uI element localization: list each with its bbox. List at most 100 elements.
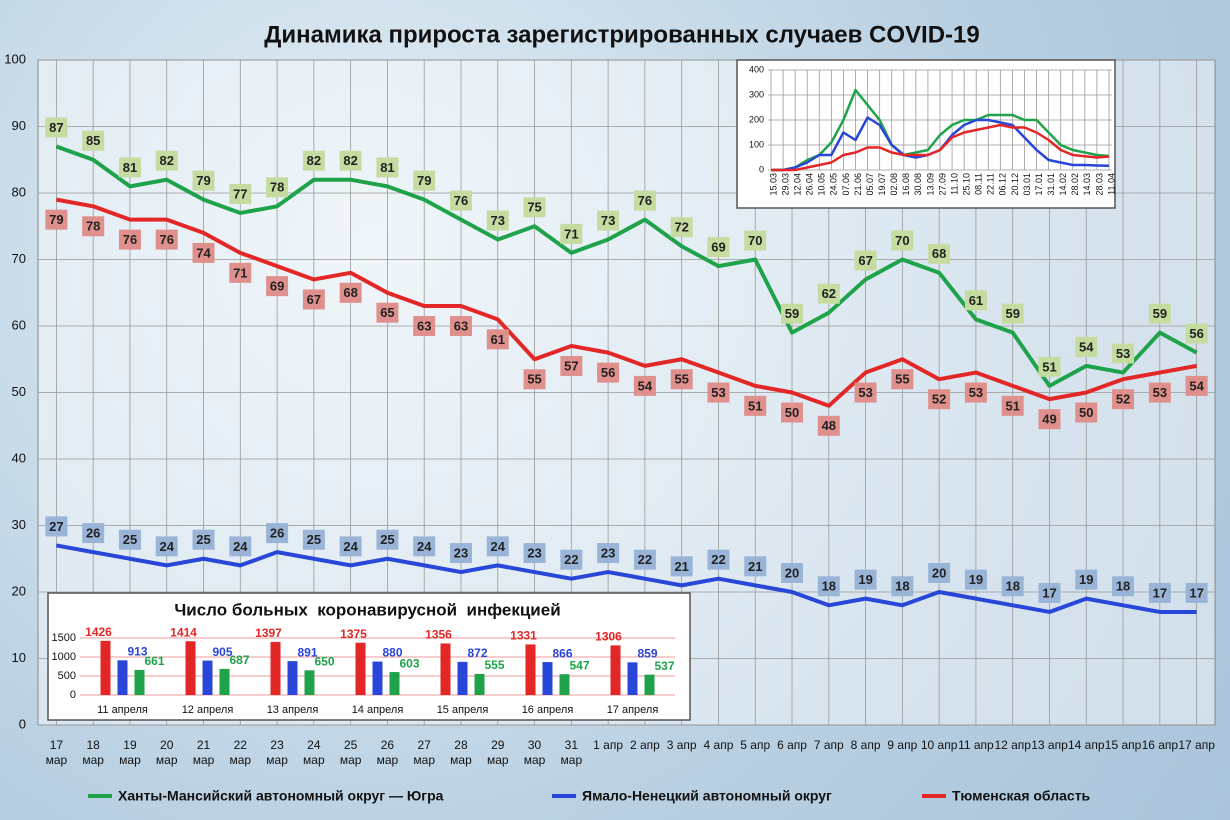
data-label: 67 <box>307 292 321 307</box>
x-tick-label: 21 мар <box>192 738 215 767</box>
data-label: 17 <box>1189 585 1203 600</box>
x-tick-label: 17.01 <box>1034 173 1044 196</box>
label-bg <box>523 369 546 390</box>
label-bg <box>376 157 399 178</box>
label-bg <box>339 282 362 303</box>
label-bg <box>82 216 105 237</box>
label-bg <box>928 389 951 410</box>
data-label: 21 <box>674 559 688 574</box>
data-label: 56 <box>1189 326 1203 341</box>
y-tick-label: 70 <box>12 251 26 266</box>
label-bg <box>192 529 215 550</box>
label-bg <box>1038 409 1061 430</box>
bar <box>202 660 213 695</box>
data-label: 54 <box>638 378 653 393</box>
data-label: 51 <box>1042 359 1056 374</box>
y-tick-label: 200 <box>749 114 764 124</box>
x-tick-label: 10.05 <box>817 173 827 196</box>
data-label: 49 <box>1042 412 1056 427</box>
legend-label: Тюменская область <box>952 788 1091 804</box>
label-bg <box>229 262 252 283</box>
bar <box>610 645 621 695</box>
data-label: 72 <box>674 220 688 235</box>
label-bg <box>707 237 730 258</box>
data-label: 79 <box>49 212 63 227</box>
data-label: 1397 <box>255 626 282 640</box>
label-bg <box>45 209 68 230</box>
label-bg <box>302 150 325 171</box>
bar <box>440 643 451 695</box>
data-label: 872 <box>468 646 488 660</box>
label-bg <box>670 556 693 577</box>
data-label: 1306 <box>595 630 622 644</box>
label-bg <box>854 250 877 271</box>
label-bg <box>449 543 472 564</box>
label-bg <box>817 576 840 597</box>
bar <box>304 670 315 695</box>
data-label: 913 <box>128 644 148 658</box>
label-bg <box>339 536 362 557</box>
x-tick-label: 7 апр <box>813 738 844 752</box>
data-label: 905 <box>213 645 233 659</box>
x-tick-label: 25.10 <box>962 173 972 196</box>
data-label: 55 <box>527 372 541 387</box>
series-line <box>771 88 1110 172</box>
data-label: 76 <box>454 193 468 208</box>
label-bg <box>781 402 804 423</box>
data-label: 76 <box>638 193 652 208</box>
data-label: 73 <box>601 213 615 228</box>
data-label: 68 <box>932 246 946 261</box>
x-tick-label: 25 мар <box>339 738 362 767</box>
x-tick-label: 31 мар <box>560 738 583 767</box>
label-bg <box>633 375 656 396</box>
data-label: 53 <box>1116 346 1130 361</box>
label-bg <box>1075 569 1098 590</box>
x-tick-label: 24.05 <box>829 173 839 196</box>
label-bg <box>266 177 289 198</box>
bar <box>389 672 400 695</box>
x-tick-label: 20 мар <box>155 738 178 767</box>
data-label: 56 <box>601 365 615 380</box>
x-tick-label: 17 мар <box>45 738 68 767</box>
x-tick-label: 31.01 <box>1046 173 1056 196</box>
x-tick-label: 30 мар <box>523 738 546 767</box>
label-bg <box>266 523 289 544</box>
data-label: 26 <box>86 526 100 541</box>
bar <box>355 642 366 695</box>
data-label: 50 <box>1079 405 1093 420</box>
x-tick-label: 03.01 <box>1022 173 1032 196</box>
label-bg <box>964 569 987 590</box>
label-bg <box>82 523 105 544</box>
label-bg <box>928 243 951 264</box>
data-label: 1356 <box>425 628 452 642</box>
bar <box>219 668 230 695</box>
data-label: 661 <box>145 654 165 668</box>
data-label: 25 <box>123 532 137 547</box>
bar <box>644 674 655 695</box>
data-label: 61 <box>491 332 505 347</box>
data-label: 25 <box>196 532 210 547</box>
x-tick-label: 27.09 <box>937 173 947 196</box>
data-label: 75 <box>527 200 541 215</box>
x-tick-label: 10 апр <box>920 738 958 752</box>
y-tick-label: 50 <box>12 384 26 399</box>
data-label: 18 <box>1005 579 1019 594</box>
label-bg <box>928 563 951 583</box>
label-bg <box>891 230 914 251</box>
x-tick-label: 27 мар <box>413 738 435 767</box>
y-tick-label: 0 <box>19 716 26 731</box>
x-tick-label: 13 апр <box>1031 738 1068 752</box>
data-label: 79 <box>417 173 431 188</box>
series-line <box>56 543 1197 614</box>
data-label: 24 <box>491 539 506 554</box>
label-bg <box>781 303 804 324</box>
label-bg <box>523 197 546 218</box>
chart-panel: Число больных коронавирусной инфекцией 0 5… <box>47 592 691 721</box>
x-tick-label: 28 мар <box>450 738 472 767</box>
data-label: 78 <box>270 180 284 195</box>
y-tick-label: 400 <box>749 64 764 74</box>
x-tick-label: 15.03 <box>768 173 778 196</box>
data-label: 59 <box>785 306 799 321</box>
